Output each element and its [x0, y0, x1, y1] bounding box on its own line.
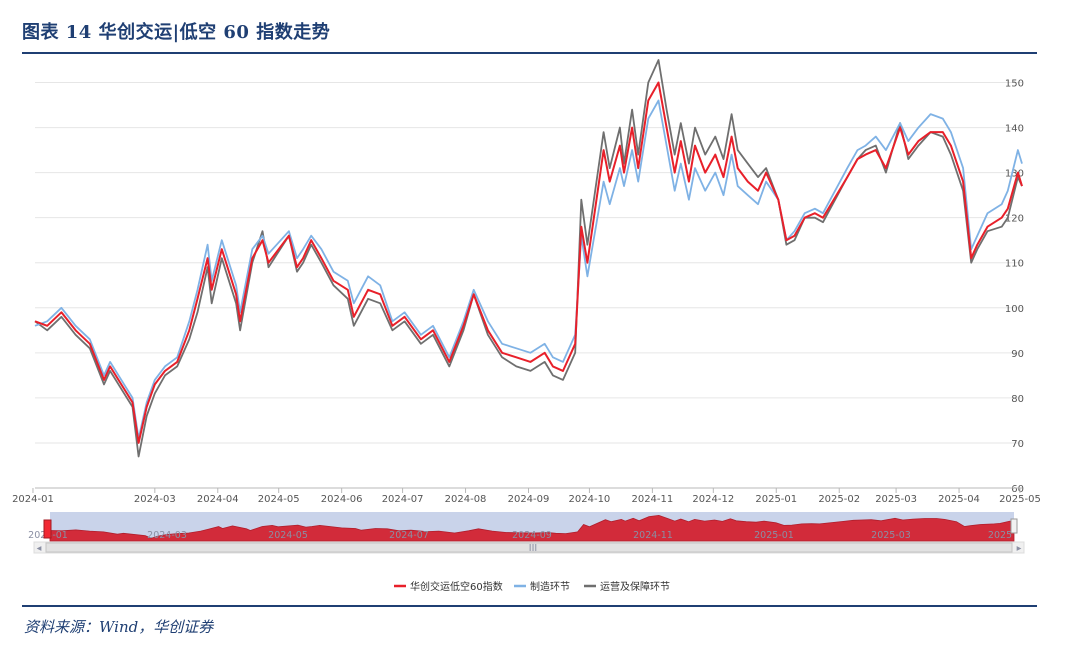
x-tick-label: 2024-06: [321, 494, 363, 505]
x-tick-label: 2024-09: [508, 494, 550, 505]
y-tick-label: 100: [1005, 304, 1024, 315]
title-rule: [22, 52, 1037, 54]
x-tick-label: 2024-05: [258, 494, 300, 505]
navigator-label: 2025-03: [871, 530, 911, 541]
navigator-label: 2025: [988, 530, 1012, 541]
y-tick-label: 90: [1011, 349, 1024, 360]
x-tick-label: 2025-01: [755, 494, 797, 505]
x-tick-label: 2025-02: [818, 494, 860, 505]
x-tick-label: 2024-01: [12, 494, 54, 505]
x-tick-label: 2025-05: [999, 494, 1041, 505]
y-tick-label: 70: [1011, 439, 1024, 450]
x-tick-label: 2024-11: [631, 494, 673, 505]
navigator-label: 2024-03: [147, 530, 187, 541]
x-tick-label: 2024-08: [445, 494, 487, 505]
series-layer: [34, 59, 1023, 458]
navigator-area: [49, 514, 1015, 542]
y-tick-label: 150: [1005, 79, 1024, 90]
y-tick-label: 140: [1005, 124, 1024, 135]
scrollbar-grip[interactable]: III: [529, 543, 537, 554]
x-tick-label: 2024-07: [382, 494, 424, 505]
legend-label[interactable]: 制造环节: [530, 580, 570, 593]
x-tick-label: 2024-10: [569, 494, 611, 505]
navigator-label: 2024-05: [268, 530, 308, 541]
navigator-label: 2024-09: [512, 530, 552, 541]
legend-label[interactable]: 华创交运低空60指数: [410, 580, 503, 593]
y-tick-label: 110: [1005, 259, 1024, 270]
navigator-label: 2024-11: [633, 530, 673, 541]
x-axis-ticks: 2024-01 2024-03 2024-04 2024-05 2024-06 2024-…: [12, 488, 1041, 505]
source-note: 资料来源：Wind，华创证券: [24, 618, 214, 636]
navigator-left-handle[interactable]: [43, 519, 52, 539]
x-tick-label: 2024-03: [134, 494, 176, 505]
scrollbar-thumb[interactable]: [45, 542, 1013, 553]
y-tick-label: 60: [1011, 484, 1024, 495]
y-tick-label: 130: [1005, 169, 1024, 180]
source-rule: [22, 605, 1037, 607]
x-tick-label: 2024-04: [197, 494, 239, 505]
series-line-0[interactable]: [34, 81, 1023, 444]
scroll-right-arrow[interactable]: ▸: [1017, 543, 1022, 554]
y-tick-label: 80: [1011, 394, 1024, 405]
series-line-2[interactable]: [34, 59, 1023, 458]
navigator-label: 2024-07: [389, 530, 429, 541]
grid-layer: [35, 82, 1022, 489]
figure-title: 图表 14 华创交运|低空 60 指数走势: [22, 22, 331, 43]
chart-legend[interactable]: 华创交运低空60指数 制造环节 运营及保障环节: [394, 580, 670, 593]
range-navigator[interactable]: 2024-012024-032024-052024-072024-092024-…: [28, 512, 1025, 554]
legend-label[interactable]: 运营及保障环节: [600, 580, 670, 593]
navigator-right-handle[interactable]: [1010, 518, 1018, 534]
y-axis-ticks: 60 70 80 90 100 110 120 130 140 150: [1005, 79, 1024, 495]
y-tick-label: 120: [1005, 214, 1024, 225]
x-tick-label: 2024-12: [692, 494, 734, 505]
x-tick-label: 2025-04: [938, 494, 980, 505]
navigator-label: 2025-01: [754, 530, 794, 541]
x-tick-label: 2025-03: [875, 494, 917, 505]
scroll-left-arrow[interactable]: ◂: [37, 543, 42, 554]
